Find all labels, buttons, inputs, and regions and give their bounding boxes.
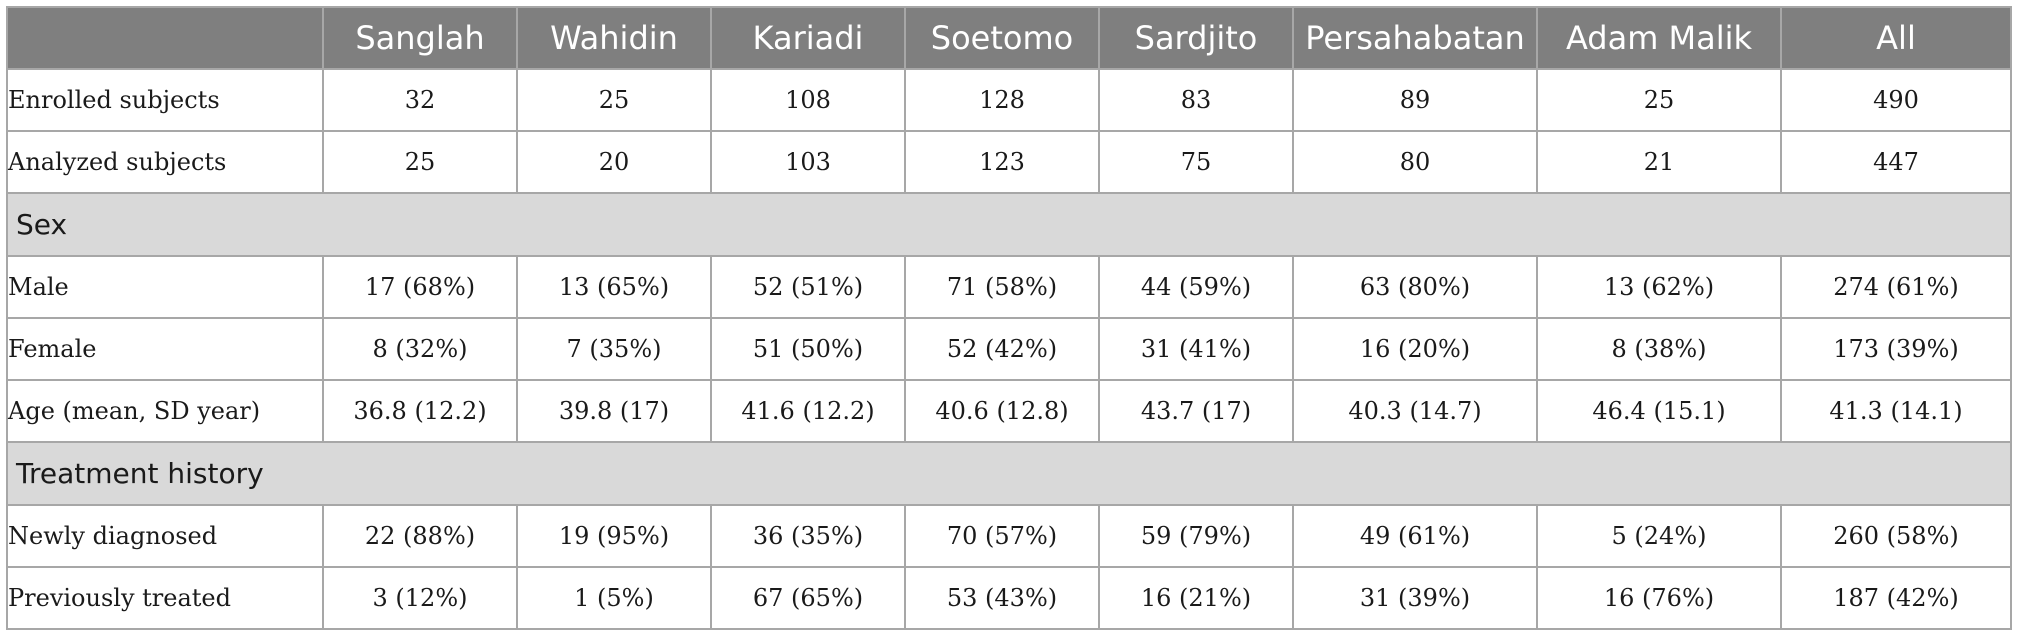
column-header: Adam Malik bbox=[1536, 6, 1782, 70]
table-cell: 103 bbox=[710, 130, 906, 195]
table-cell: 22 (88%) bbox=[322, 503, 518, 568]
table-cell: 260 (58%) bbox=[1780, 503, 2012, 568]
table-cell: 40.6 (12.8) bbox=[904, 379, 1100, 444]
table-cell: 17 (68%) bbox=[322, 254, 518, 319]
table-row: Male 17 (68%) 13 (65%) 52 (51%) 71 (58%)… bbox=[6, 254, 2012, 319]
table-cell: 123 bbox=[904, 130, 1100, 195]
column-header bbox=[6, 6, 324, 70]
row-label: Newly diagnosed bbox=[6, 503, 324, 568]
table-cell: 71 (58%) bbox=[904, 254, 1100, 319]
row-label: Female bbox=[6, 316, 324, 382]
table-cell: 25 bbox=[1536, 67, 1782, 133]
table-cell: 1 (5%) bbox=[516, 565, 712, 631]
site-characteristics-table: Sanglah Wahidin Kariadi Soetomo Sardjito… bbox=[6, 6, 2012, 631]
table-cell: 36 (35%) bbox=[710, 503, 906, 568]
table-cell: 13 (62%) bbox=[1536, 254, 1782, 319]
section-row-sex: Sex bbox=[6, 192, 2012, 257]
table-cell: 70 (57%) bbox=[904, 503, 1100, 568]
row-label: Male bbox=[6, 254, 324, 319]
table-cell: 13 (65%) bbox=[516, 254, 712, 319]
table-cell: 25 bbox=[516, 67, 712, 133]
table-cell: 187 (42%) bbox=[1780, 565, 2012, 631]
table-cell: 490 bbox=[1780, 67, 2012, 133]
table-row: Age (mean, SD year) 36.8 (12.2) 39.8 (17… bbox=[6, 379, 2012, 444]
table-cell: 25 bbox=[322, 130, 518, 195]
table-cell: 8 (32%) bbox=[322, 316, 518, 382]
table-cell: 5 (24%) bbox=[1536, 503, 1782, 568]
table-cell: 44 (59%) bbox=[1098, 254, 1294, 319]
table-cell: 274 (61%) bbox=[1780, 254, 2012, 319]
column-header: Kariadi bbox=[710, 6, 906, 70]
column-header: Soetomo bbox=[904, 6, 1100, 70]
table-cell: 41.3 (14.1) bbox=[1780, 379, 2012, 444]
table-cell: 63 (80%) bbox=[1292, 254, 1538, 319]
table-row: Female 8 (32%) 7 (35%) 51 (50%) 52 (42%)… bbox=[6, 316, 2012, 382]
table-cell: 8 (38%) bbox=[1536, 316, 1782, 382]
table-cell: 39.8 (17) bbox=[516, 379, 712, 444]
column-header: Sanglah bbox=[322, 6, 518, 70]
column-header: Persahabatan bbox=[1292, 6, 1538, 70]
table-cell: 89 bbox=[1292, 67, 1538, 133]
table-cell: 59 (79%) bbox=[1098, 503, 1294, 568]
column-header: All bbox=[1780, 6, 2012, 70]
column-header: Sardjito bbox=[1098, 6, 1294, 70]
row-label: Age (mean, SD year) bbox=[6, 379, 324, 444]
table-cell: 52 (51%) bbox=[710, 254, 906, 319]
table-cell: 16 (76%) bbox=[1536, 565, 1782, 631]
table-cell: 16 (21%) bbox=[1098, 565, 1294, 631]
table-cell: 36.8 (12.2) bbox=[322, 379, 518, 444]
table-cell: 46.4 (15.1) bbox=[1536, 379, 1782, 444]
table-cell: 173 (39%) bbox=[1780, 316, 2012, 382]
table-cell: 75 bbox=[1098, 130, 1294, 195]
table-cell: 16 (20%) bbox=[1292, 316, 1538, 382]
table-row: Newly diagnosed 22 (88%) 19 (95%) 36 (35… bbox=[6, 503, 2012, 568]
section-heading: Treatment history bbox=[6, 441, 2012, 506]
table-cell: 447 bbox=[1780, 130, 2012, 195]
table-cell: 51 (50%) bbox=[710, 316, 906, 382]
header-row: Sanglah Wahidin Kariadi Soetomo Sardjito… bbox=[6, 6, 2012, 70]
row-label: Previously treated bbox=[6, 565, 324, 631]
table-cell: 20 bbox=[516, 130, 712, 195]
table-cell: 41.6 (12.2) bbox=[710, 379, 906, 444]
table-cell: 83 bbox=[1098, 67, 1294, 133]
table-cell: 21 bbox=[1536, 130, 1782, 195]
table-cell: 32 bbox=[322, 67, 518, 133]
table-row: Previously treated 3 (12%) 1 (5%) 67 (65… bbox=[6, 565, 2012, 631]
table-cell: 108 bbox=[710, 67, 906, 133]
row-label: Analyzed subjects bbox=[6, 130, 324, 195]
table-cell: 43.7 (17) bbox=[1098, 379, 1294, 444]
table-cell: 80 bbox=[1292, 130, 1538, 195]
table-cell: 53 (43%) bbox=[904, 565, 1100, 631]
column-header: Wahidin bbox=[516, 6, 712, 70]
table-cell: 40.3 (14.7) bbox=[1292, 379, 1538, 444]
table-cell: 128 bbox=[904, 67, 1100, 133]
table-cell: 31 (41%) bbox=[1098, 316, 1294, 382]
table-row: Analyzed subjects 25 20 103 123 75 80 21… bbox=[6, 130, 2012, 195]
table-cell: 3 (12%) bbox=[322, 565, 518, 631]
table-cell: 67 (65%) bbox=[710, 565, 906, 631]
section-heading: Sex bbox=[6, 192, 2012, 257]
table-cell: 31 (39%) bbox=[1292, 565, 1538, 631]
table-cell: 7 (35%) bbox=[516, 316, 712, 382]
table-cell: 49 (61%) bbox=[1292, 503, 1538, 568]
table-cell: 19 (95%) bbox=[516, 503, 712, 568]
section-row-treatment-history: Treatment history bbox=[6, 441, 2012, 506]
table-row: Enrolled subjects 32 25 108 128 83 89 25… bbox=[6, 67, 2012, 133]
row-label: Enrolled subjects bbox=[6, 67, 324, 133]
table-cell: 52 (42%) bbox=[904, 316, 1100, 382]
